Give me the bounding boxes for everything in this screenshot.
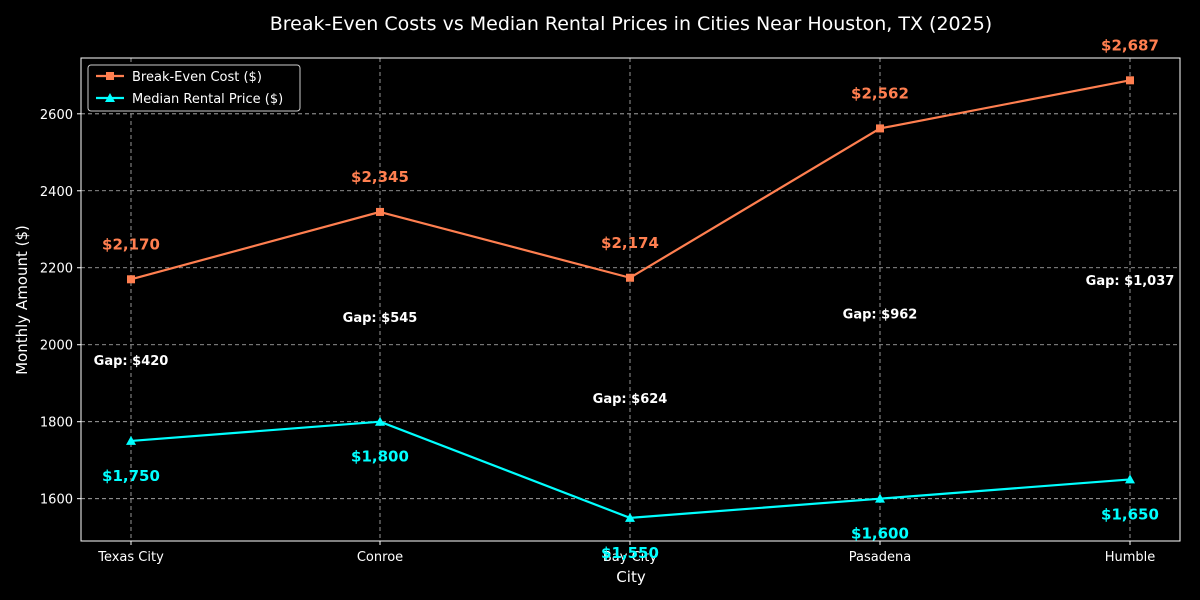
break-even-point (1126, 76, 1134, 85)
rental-price-line (130, 420, 1131, 520)
break-even-value-label: $2,174 (601, 234, 659, 252)
rental-price-point (375, 416, 385, 426)
break-even-value-label: $2,170 (102, 235, 160, 253)
rental-price-value-label: $1,600 (851, 525, 909, 543)
x-tick-label: Texas City (97, 550, 164, 565)
gap-label: Gap: $545 (343, 311, 418, 326)
break-even-point (626, 273, 634, 282)
plot-frame (80, 57, 1181, 542)
legend-box (87, 64, 301, 112)
break-even-value-label: $2,562 (851, 84, 909, 102)
legend-triangle-marker (105, 93, 115, 102)
legend-square-marker (106, 72, 114, 80)
rental-price-value-label: $1,550 (601, 544, 659, 562)
grid (81, 58, 1180, 541)
x-tick-label: Humble (1105, 550, 1156, 565)
rental-price-point (625, 512, 635, 522)
legend: Break-Even Cost ($) Median Rental Price (… (87, 64, 301, 112)
break-even-point (876, 124, 884, 133)
chart-title: Break-Even Costs vs Median Rental Prices… (270, 13, 992, 35)
y-tick-label: 2600 (40, 108, 73, 123)
gap-label: Gap: $624 (593, 392, 668, 407)
break-even-value-label: $2,345 (351, 168, 409, 186)
break-even-point (127, 275, 135, 284)
y-tick-label: 2000 (40, 339, 73, 354)
x-tick-label: Conroe (357, 550, 403, 565)
data-labels: $2,170 $2,345 $2,174 $2,562 $2,687 $1,750 $1,8… (94, 36, 1175, 562)
break-even-value-label: $2,687 (1101, 36, 1159, 54)
rental-price-value-label: $1,750 (102, 467, 160, 485)
rental-price-point (126, 435, 136, 445)
y-axis-ticks: 1600 1800 2000 2200 2400 2600 (40, 108, 81, 508)
y-tick-label: 2200 (40, 262, 73, 277)
break-even-point (376, 207, 384, 216)
x-axis-label: City (616, 568, 646, 586)
x-axis-ticks: Texas City Conroe Bay City Pasadena Humble (97, 541, 1155, 565)
gap-label: Gap: $1,037 (1086, 274, 1175, 289)
rental-price-value-label: $1,800 (351, 448, 409, 466)
legend-entry-label: Median Rental Price ($) (132, 92, 283, 107)
x-tick-label: Bay City (603, 550, 657, 565)
rental-price-point (875, 493, 885, 503)
rental-price-point (1125, 474, 1135, 484)
y-axis-label: Monthly Amount ($) (13, 225, 31, 375)
y-tick-label: 1600 (40, 493, 73, 508)
series (126, 76, 1135, 522)
y-tick-label: 2400 (40, 185, 73, 200)
gap-label: Gap: $962 (843, 308, 918, 323)
gap-label: Gap: $420 (94, 354, 169, 369)
x-tick-label: Pasadena (849, 550, 911, 565)
rental-price-value-label: $1,650 (1101, 505, 1159, 523)
y-tick-label: 1800 (40, 416, 73, 431)
legend-entry-label: Break-Even Cost ($) (132, 70, 262, 85)
